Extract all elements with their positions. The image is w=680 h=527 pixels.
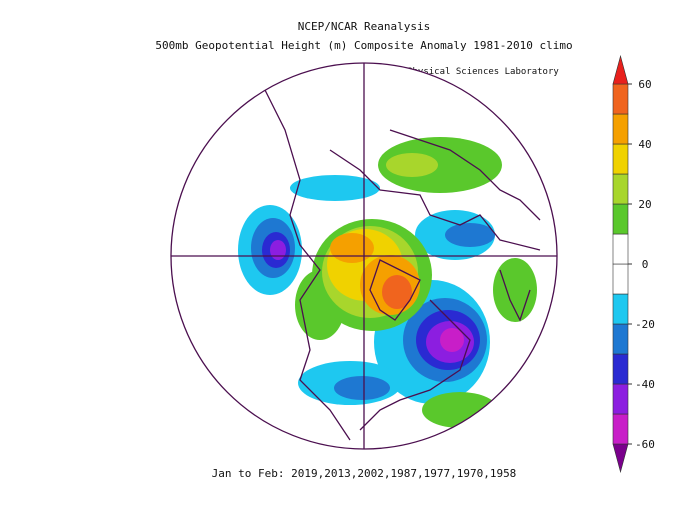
title: NCEP/NCAR Reanalysis — [298, 20, 430, 33]
colorbar-bin — [612, 83, 629, 115]
colorbar: 60 40 20 0 -20 -40 -60 — [612, 54, 655, 474]
map — [171, 63, 557, 449]
colorbar-tick-label: 20 — [638, 198, 651, 211]
colorbar-bin — [612, 113, 629, 145]
footer: Jan to Feb: 2019,2013,2002,1987,1977,197… — [212, 467, 517, 480]
colorbar-under — [612, 443, 629, 474]
colorbar-bin — [612, 233, 629, 265]
colorbar-tick-label: -20 — [635, 318, 655, 331]
colorbar-tick-label: -60 — [635, 438, 655, 451]
colorbar-tick-label: 0 — [642, 258, 649, 271]
colorbar-tick-label: -40 — [635, 378, 655, 391]
credit: NOAA Physical Sciences Laboratory — [380, 67, 559, 77]
colorbar-tick-label: 60 — [638, 78, 651, 91]
colorbar-bin — [612, 143, 629, 175]
colorbar-bin — [612, 263, 629, 295]
subtitle: 500mb Geopotential Height (m) Composite … — [155, 39, 572, 52]
map-border — [170, 62, 558, 450]
colorbar-bin — [612, 173, 629, 205]
colorbar-bin — [612, 203, 629, 235]
colorbar-tick-label: 40 — [638, 138, 651, 151]
colorbar-bin — [612, 323, 629, 355]
colorbar-bin — [612, 293, 629, 325]
colorbar-over — [612, 54, 629, 85]
colorbar-bin — [612, 383, 629, 415]
colorbar-bin — [612, 413, 629, 445]
colorbar-bin — [612, 353, 629, 385]
